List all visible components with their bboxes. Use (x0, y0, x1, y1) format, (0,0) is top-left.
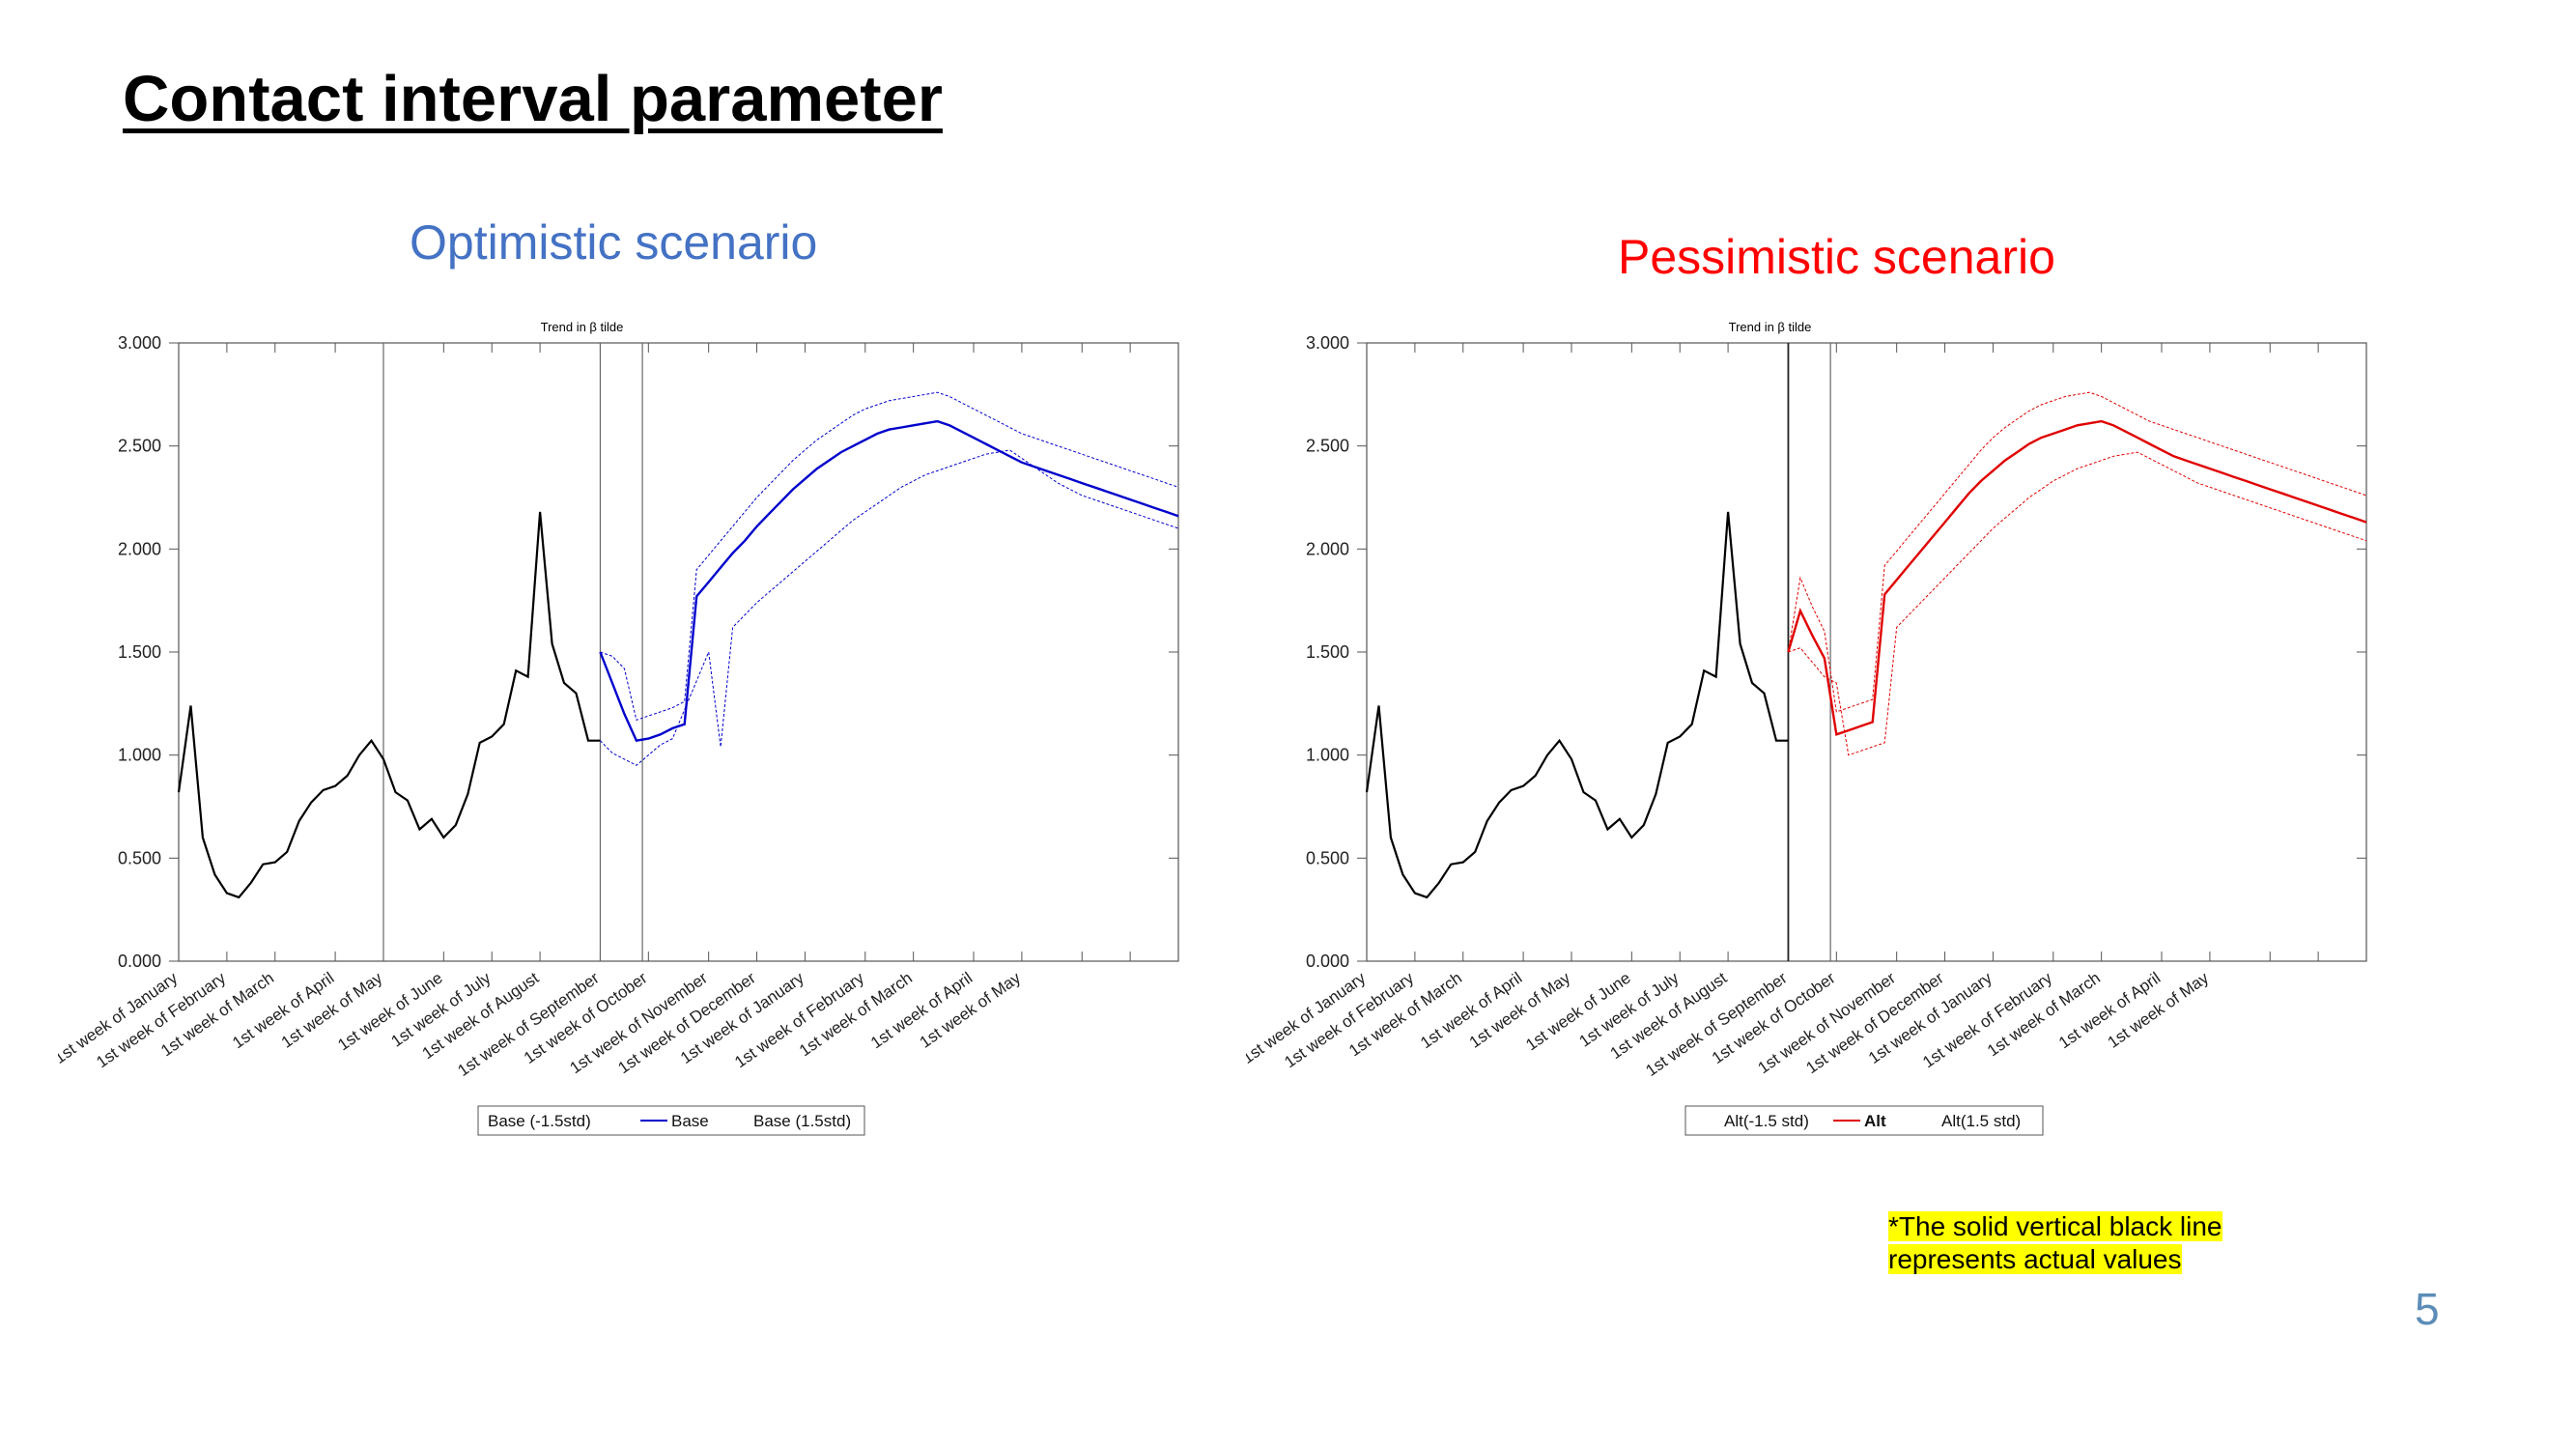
pes-history-line (1365, 511, 1789, 899)
pes-legend: Alt(-1.5 std) Alt Alt(1.5 std) (1684, 1105, 2044, 1136)
optimistic-chart: Trend in β tilde 0.000 0.500 1.000 1.500 2.00… (58, 320, 1179, 1136)
opt-legend: Base (-1.5std) Base Base (1.5std) (477, 1105, 865, 1136)
opt-ytick-label: 1.000 (118, 746, 161, 765)
pes-ytick-label: 0.000 (1306, 952, 1349, 971)
pes-legend-label: Alt (1864, 1112, 1886, 1130)
opt-chart-title: Trend in β tilde (541, 320, 624, 334)
pes-series-1 (1787, 419, 2367, 736)
optimistic-scenario-title: Optimistic scenario (410, 215, 818, 270)
opt-ytick-label: 2.000 (118, 539, 161, 558)
opt-ytick-label: 0.000 (118, 952, 161, 971)
opt-series-2 (600, 391, 1179, 722)
opt-series-1 (599, 419, 1179, 743)
pes-plot-frame (1366, 342, 2367, 962)
opt-ytick-label: 2.500 (118, 437, 161, 456)
pes-chart-title: Trend in β tilde (1729, 320, 1812, 334)
note-line-2: represents actual values (1888, 1244, 2182, 1274)
opt-ytick-label: 3.000 (118, 333, 161, 353)
pes-ytick-label: 0.500 (1306, 848, 1349, 867)
opt-ytick-label: 1.500 (118, 642, 161, 662)
pes-ytick-label: 2.000 (1306, 539, 1349, 558)
opt-legend-label: Base (-1.5std) (488, 1112, 591, 1130)
pes-legend-label: Alt(1.5 std) (1941, 1112, 2021, 1130)
pes-ytick-label: 1.000 (1306, 746, 1349, 765)
slide-title: Contact interval parameter (123, 63, 943, 135)
pes-legend-frame (1684, 1105, 2044, 1136)
pes-ytick-label: 2.500 (1306, 437, 1349, 456)
pes-ytick-label: 1.500 (1306, 642, 1349, 662)
opt-ytick-label: 0.500 (118, 848, 161, 867)
pes-legend-label: Alt(-1.5 std) (1724, 1112, 1809, 1130)
pessimistic-chart: Trend in β tilde 0.000 0.500 1.000 1.500 2.00… (1246, 320, 2367, 1136)
opt-legend-frame (477, 1105, 865, 1136)
pessimistic-scenario-title: Pessimistic scenario (1618, 230, 2055, 284)
pes-series-0 (1788, 451, 2367, 756)
pes-series-2 (1787, 391, 2367, 713)
pes-ytick-label: 3.000 (1306, 333, 1349, 353)
opt-legend-label: Base (1.5std) (753, 1112, 851, 1130)
note-line-1: *The solid vertical black line (1888, 1211, 2222, 1241)
opt-history-line (177, 511, 601, 899)
page-number: 5 (2415, 1284, 2440, 1334)
opt-series-0 (600, 449, 1179, 766)
annotation-note: *The solid vertical black line represent… (1888, 1210, 2222, 1276)
opt-legend-label: Base (671, 1112, 709, 1130)
